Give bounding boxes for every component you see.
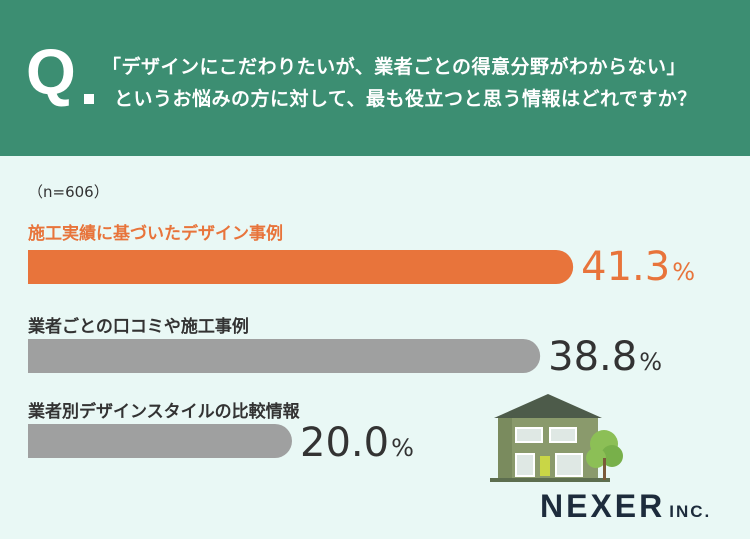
category-label-1: 業者ごとの口コミや施工事例 — [28, 317, 249, 337]
question-line-2: というお悩みの方に対して、最も役立つと思う情報はどれですか？ — [114, 88, 697, 110]
question-line-1: 「デザインにこだわりたいが、業者ごとの得意分野がわからない」 — [102, 56, 687, 78]
question-header: Q 「デザインにこだわりたいが、業者ごとの得意分野がわからない」 というお悩みの… — [0, 0, 750, 156]
bar-2 — [28, 424, 292, 458]
value-label-0: 41.3% — [581, 244, 695, 290]
value-number-2: 20.0 — [300, 420, 390, 466]
value-unit-2: % — [391, 434, 414, 462]
sample-size: （n=606） — [28, 183, 109, 201]
question-mark: Q — [26, 36, 76, 108]
value-label-2: 20.0% — [300, 420, 414, 466]
question-dot — [84, 94, 94, 104]
logo-sub: INC. — [669, 502, 712, 521]
value-label-1: 38.8% — [548, 334, 662, 380]
category-label-2: 業者別デザインスタイルの比較情報 — [28, 402, 300, 422]
house-illustration — [490, 394, 623, 482]
category-label-0: 施工実績に基づいたデザイン事例 — [28, 224, 283, 244]
logo-main: NEXER — [540, 488, 666, 524]
value-number-1: 38.8 — [548, 334, 638, 380]
value-unit-1: % — [639, 348, 663, 376]
value-number-0: 41.3 — [581, 244, 671, 290]
company-logo: NEXER INC. — [540, 488, 711, 525]
bar-0 — [28, 250, 574, 284]
value-unit-0: % — [672, 258, 696, 286]
bar-1 — [28, 339, 541, 373]
